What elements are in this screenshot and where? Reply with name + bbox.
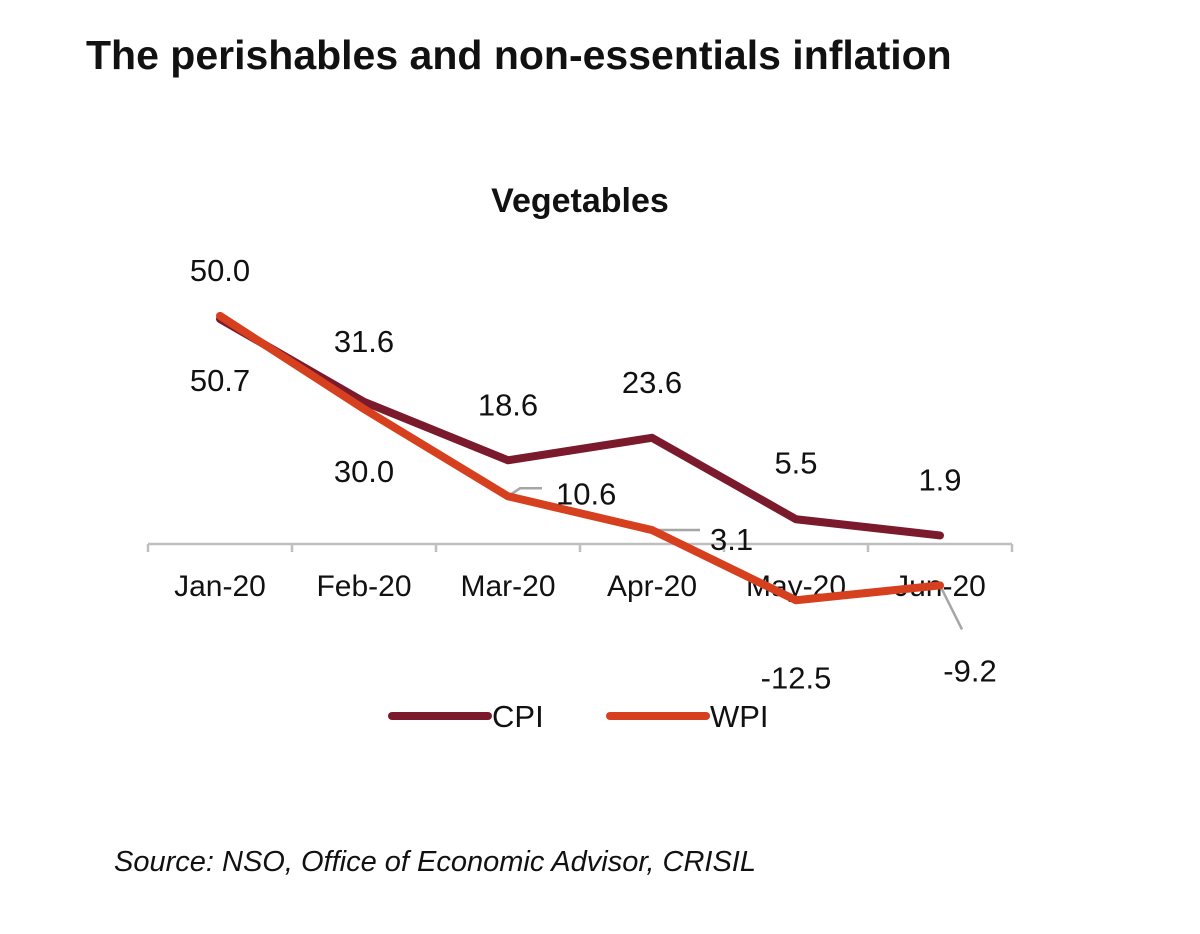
legend-label-wpi: WPI	[710, 699, 769, 734]
data-label-wpi-jun-20: -9.2	[943, 653, 996, 688]
data-label-cpi-apr-20: 23.6	[622, 365, 682, 400]
data-label-wpi-feb-20: 30.0	[334, 454, 394, 489]
x-axis: Jan-20 Feb-20 Mar-20 Apr-20 May-20 Jun-20	[146, 542, 1014, 603]
x-tick-label-mar-20: Mar-20	[460, 570, 555, 603]
series-lines	[216, 311, 944, 605]
data-label-wpi-apr-20: 3.1	[710, 522, 753, 557]
legend: CPI WPI	[388, 699, 769, 734]
data-label-cpi-feb-20: 31.6	[334, 324, 394, 359]
data-label-wpi-may-20: -12.5	[761, 660, 832, 695]
data-label-wpi-mar-20: 10.6	[556, 476, 616, 511]
x-tick-label-apr-20: Apr-20	[607, 570, 697, 603]
x-tick-label-jan-20: Jan-20	[174, 570, 266, 603]
data-labels: 50.0 31.6 18.6 23.6 5.5 1.9 50.7 30.0 10.6 3.1 -12…	[190, 253, 997, 695]
chart-title: Vegetables	[491, 182, 669, 220]
legend-label-cpi: CPI	[492, 699, 544, 734]
series-line-cpi	[216, 315, 944, 540]
data-label-cpi-mar-20: 18.6	[478, 387, 538, 422]
leader-line-wpi-jun-20	[938, 584, 964, 630]
data-label-cpi-jun-20: 1.9	[918, 462, 961, 497]
data-label-cpi-may-20: 5.5	[774, 445, 817, 480]
data-label-cpi-jan-20: 50.0	[190, 253, 250, 288]
data-label-wpi-jan-20: 50.7	[190, 363, 250, 398]
source-note: Source: NSO, Office of Economic Advisor,…	[114, 846, 756, 878]
series-line-wpi	[216, 311, 944, 605]
page-title: The perishables and non-essentials infla…	[86, 32, 952, 78]
x-tick-label-feb-20: Feb-20	[316, 570, 411, 603]
